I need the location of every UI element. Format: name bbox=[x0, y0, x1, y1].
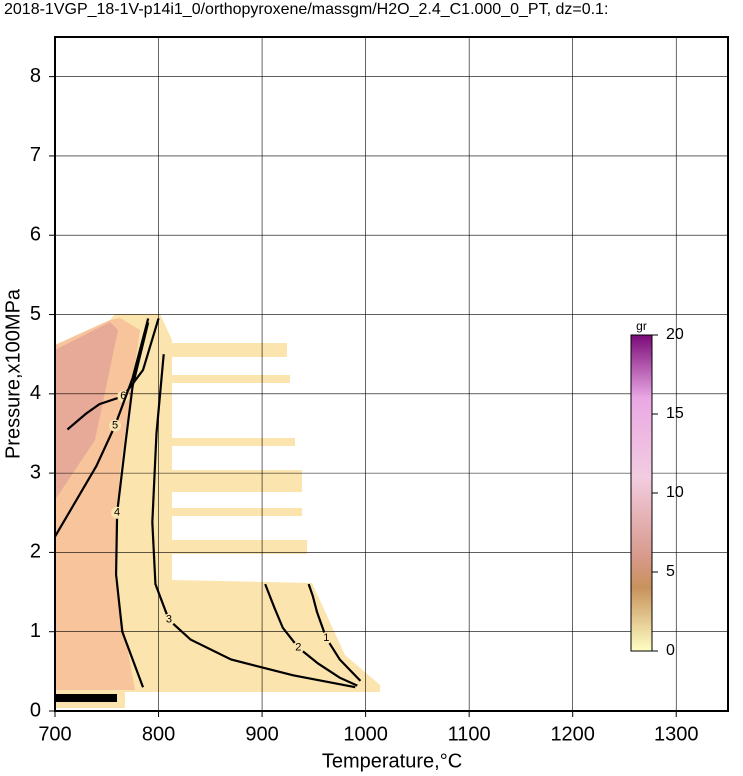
contour-line bbox=[307, 583, 362, 682]
colorbar-tick-label: 5 bbox=[666, 563, 675, 580]
y-tick-label: 6 bbox=[30, 224, 41, 246]
x-tick-label: 1100 bbox=[448, 723, 491, 745]
contour-line bbox=[54, 318, 150, 538]
x-tick-label: 800 bbox=[142, 723, 175, 745]
contour-label-bg bbox=[162, 613, 175, 626]
y-tick-label: 5 bbox=[30, 303, 41, 325]
y-tick-label: 3 bbox=[30, 461, 41, 483]
x-axis-label: Temperature,°C bbox=[322, 750, 462, 772]
contour-label: 2 bbox=[295, 641, 301, 653]
contour-line bbox=[66, 318, 160, 431]
x-tick-label: 1300 bbox=[654, 723, 699, 745]
contour-label: 4 bbox=[114, 507, 120, 519]
y-axis-label: Pressure,x100MPa bbox=[2, 288, 24, 459]
y-tick-label: 1 bbox=[30, 620, 41, 642]
y-tick-label: 8 bbox=[30, 65, 41, 87]
contour-label: 1 bbox=[323, 632, 329, 644]
y-tick-label: 2 bbox=[30, 541, 41, 563]
x-tick-label: 900 bbox=[245, 723, 278, 745]
contour-label-bg bbox=[320, 632, 333, 645]
colorbar-tick-label: 10 bbox=[666, 484, 684, 501]
chart-title: 2018-1VGP_18-1V-p14i1_0/orthopyroxene/ma… bbox=[4, 1, 608, 18]
x-tick-label: 1000 bbox=[343, 723, 388, 745]
contour-label-bg bbox=[109, 419, 122, 432]
y-tick-label: 4 bbox=[30, 382, 41, 404]
y-tick-label: 0 bbox=[30, 699, 41, 721]
contour-label: 3 bbox=[166, 614, 172, 626]
contour-label-bg bbox=[111, 506, 124, 519]
plot-frame bbox=[54, 36, 729, 712]
contour-label: 6 bbox=[120, 390, 126, 402]
x-tick-label: 1200 bbox=[550, 723, 595, 745]
colorbar-tick-label: 0 bbox=[666, 642, 675, 659]
colorbar-tick-label: 15 bbox=[666, 405, 684, 422]
x-tick-label: 700 bbox=[38, 723, 71, 745]
data-domain bbox=[55, 314, 380, 708]
colorbar-label: gr bbox=[636, 319, 647, 333]
contour-label-bg bbox=[292, 641, 305, 654]
colorbar-tick-label: 20 bbox=[666, 326, 684, 343]
colorbar bbox=[630, 334, 653, 652]
y-tick-label: 7 bbox=[30, 144, 41, 166]
contour-label: 5 bbox=[112, 419, 118, 431]
